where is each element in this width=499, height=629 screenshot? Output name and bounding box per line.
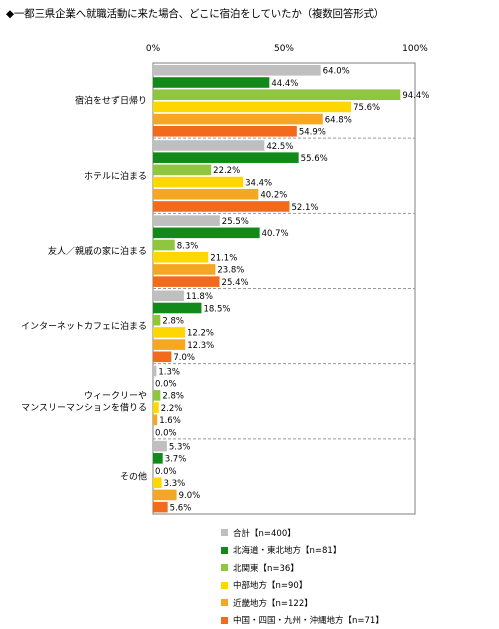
- legend-label: 北海道・東北地方【n=81】: [233, 544, 341, 556]
- bar: [153, 65, 321, 76]
- data-label: 9.0%: [179, 491, 201, 501]
- bar: [153, 264, 215, 275]
- bar: [153, 114, 323, 125]
- bar: [153, 402, 159, 413]
- data-label: 52.1%: [292, 203, 319, 213]
- bar: [153, 477, 162, 488]
- data-label: 21.1%: [210, 254, 237, 264]
- category-label: ホテルに泊まる: [84, 171, 147, 182]
- data-label: 25.5%: [222, 217, 249, 227]
- data-label: 11.8%: [186, 292, 213, 302]
- chart-legend: 合計【n=400】北海道・東北地方【n=81】北関東【n=36】中部地方【n=9…: [221, 524, 384, 629]
- bar: [153, 201, 290, 212]
- legend-swatch: [221, 529, 228, 536]
- data-label: 54.9%: [299, 128, 326, 138]
- legend-swatch: [221, 564, 228, 571]
- bar: [153, 240, 175, 251]
- bar: [153, 327, 185, 338]
- bar: [153, 339, 185, 350]
- bar: [153, 165, 211, 176]
- bar: [153, 140, 264, 151]
- legend-item: 北関東【n=36】: [221, 559, 384, 577]
- bar: [153, 126, 297, 137]
- data-label: 40.7%: [262, 229, 289, 239]
- legend-label: 中国・四国・九州・沖縄地方【n=71】: [233, 614, 384, 626]
- data-label: 2.8%: [162, 317, 184, 327]
- data-label: 2.2%: [161, 404, 183, 414]
- category-label: 宿泊をせず日帰り: [75, 95, 147, 107]
- bar: [153, 490, 177, 501]
- data-label: 7.0%: [173, 353, 195, 363]
- bar: [153, 89, 400, 100]
- data-label: 1.3%: [158, 367, 180, 377]
- bar: [153, 228, 260, 239]
- data-label: 94.4%: [402, 91, 429, 101]
- bar: [153, 315, 160, 326]
- legend-item: 近畿地方【n=122】: [221, 594, 384, 612]
- bar: [153, 152, 299, 163]
- legend-label: 中部地方【n=90】: [233, 579, 307, 591]
- data-label: 23.8%: [217, 266, 244, 276]
- bar: [153, 303, 201, 314]
- data-label: 2.8%: [162, 392, 184, 402]
- legend-swatch: [221, 582, 228, 589]
- bar: [153, 77, 269, 88]
- data-label: 0.0%: [155, 467, 177, 477]
- data-label: 8.3%: [177, 241, 199, 251]
- legend-swatch: [221, 547, 228, 554]
- data-label: 12.3%: [187, 341, 214, 351]
- legend-label: 北関東【n=36】: [233, 562, 299, 574]
- data-label: 64.0%: [323, 67, 350, 77]
- legend-swatch: [221, 617, 228, 624]
- legend-item: 中国・四国・九州・沖縄地方【n=71】: [221, 612, 384, 629]
- x-tick-label: 0%: [146, 44, 161, 54]
- bar: [153, 189, 258, 200]
- bar: [153, 291, 184, 302]
- category-label: インターネットカフェに泊まる: [21, 321, 147, 332]
- data-label: 0.0%: [155, 379, 177, 389]
- data-label: 3.7%: [165, 455, 187, 465]
- bar: [153, 215, 220, 226]
- x-tick-label: 50%: [274, 44, 294, 54]
- data-label: 22.2%: [213, 166, 240, 176]
- bar: [153, 177, 243, 188]
- bar: [153, 102, 351, 113]
- bar: [153, 252, 208, 263]
- category-label: ウィークリーやマンスリーマンションを借りる: [21, 390, 147, 413]
- data-label: 75.6%: [353, 103, 380, 113]
- bar: [153, 276, 220, 287]
- data-label: 40.2%: [260, 191, 287, 201]
- data-label: 5.3%: [169, 442, 191, 452]
- bar: [153, 441, 167, 452]
- bar: [153, 366, 156, 377]
- legend-label: 近畿地方【n=122】: [233, 597, 313, 609]
- data-label: 12.2%: [187, 329, 214, 339]
- bar: [153, 352, 171, 363]
- bar: [153, 502, 168, 513]
- bar: [153, 453, 163, 464]
- legend-swatch: [221, 599, 228, 606]
- category-label: 友人／親戚の家に泊まる: [48, 245, 147, 257]
- data-label: 55.6%: [301, 154, 328, 164]
- data-label: 0.0%: [155, 428, 177, 438]
- data-label: 64.8%: [325, 115, 352, 125]
- data-label: 34.4%: [245, 178, 272, 188]
- category-label: その他: [120, 470, 147, 482]
- data-label: 42.5%: [266, 142, 293, 152]
- legend-item: 北海道・東北地方【n=81】: [221, 542, 384, 560]
- data-label: 5.6%: [170, 503, 192, 513]
- x-tick-label: 100%: [402, 44, 428, 54]
- data-label: 3.3%: [164, 479, 186, 489]
- bar: [153, 414, 157, 425]
- data-label: 44.4%: [271, 79, 298, 89]
- legend-item: 中部地方【n=90】: [221, 577, 384, 595]
- data-label: 25.4%: [222, 278, 249, 288]
- legend-label: 合計【n=400】: [233, 527, 296, 539]
- legend-item: 合計【n=400】: [221, 524, 384, 542]
- bar: [153, 390, 160, 401]
- data-label: 18.5%: [203, 304, 230, 314]
- data-label: 1.6%: [159, 416, 181, 426]
